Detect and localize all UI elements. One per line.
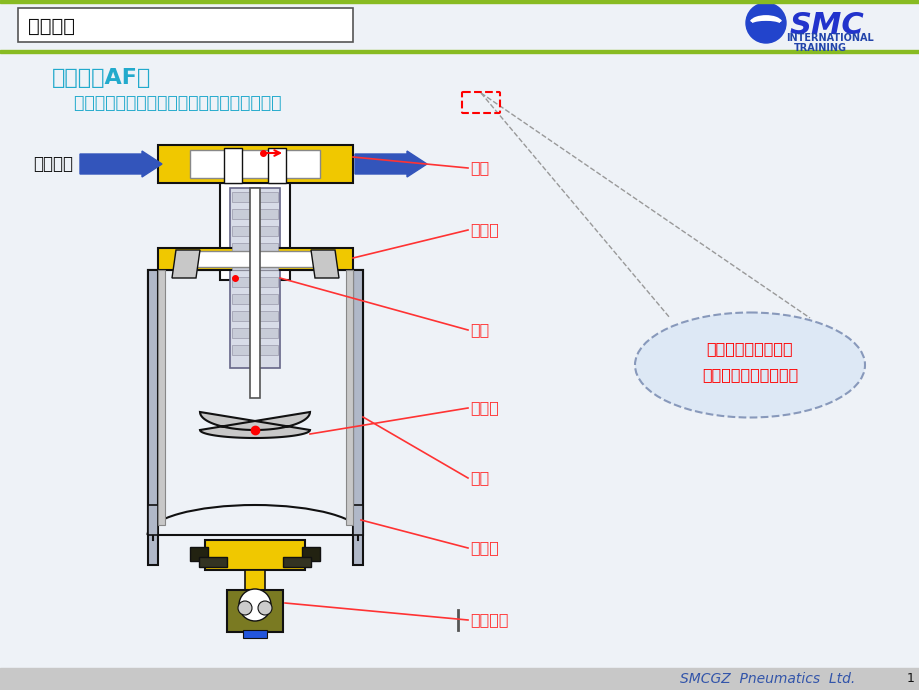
Bar	[346, 270, 353, 525]
Bar	[353, 270, 363, 565]
Text: 杯体: 杯体	[470, 471, 489, 486]
FancyArrow shape	[80, 151, 162, 177]
Bar	[267, 148, 286, 183]
Text: 保护罩: 保护罩	[470, 540, 498, 555]
Bar	[220, 183, 289, 280]
Text: SMCGZ  Pneumatics  Ltd.: SMCGZ Pneumatics Ltd.	[679, 672, 855, 686]
Text: 如：配管中的锈湣、: 如：配管中的锈湣、	[706, 342, 792, 357]
FancyArrow shape	[355, 151, 426, 177]
Bar	[190, 150, 320, 178]
Bar	[0, 50, 919, 52]
Bar	[232, 192, 278, 202]
FancyBboxPatch shape	[18, 8, 353, 42]
Bar	[232, 294, 278, 304]
Bar	[230, 188, 279, 368]
Text: TRAINING: TRAINING	[793, 43, 846, 53]
Bar	[148, 270, 363, 535]
Bar	[232, 311, 278, 321]
Bar	[158, 270, 165, 525]
Bar	[175, 251, 335, 267]
Text: 车间部份: 车间部份	[28, 17, 75, 35]
Bar	[283, 557, 311, 567]
Polygon shape	[172, 250, 199, 278]
Bar	[232, 260, 278, 270]
Text: INTERNATIONAL: INTERNATIONAL	[785, 33, 873, 43]
Text: 主体: 主体	[470, 161, 489, 175]
Polygon shape	[199, 412, 310, 438]
Text: 1: 1	[906, 673, 913, 685]
Bar	[0, 668, 919, 690]
Bar	[232, 345, 278, 355]
Bar	[232, 209, 278, 219]
Bar	[227, 590, 283, 632]
Bar	[223, 148, 242, 183]
Text: 过滤器（AF）: 过滤器（AF）	[52, 68, 151, 88]
Bar	[232, 328, 278, 338]
Bar	[244, 570, 265, 592]
Bar	[243, 630, 267, 638]
Bar	[0, 0, 919, 3]
Circle shape	[745, 3, 785, 43]
Text: 挡水板: 挡水板	[470, 400, 498, 415]
Circle shape	[257, 601, 272, 615]
Bar	[148, 270, 363, 535]
Text: 冷凝水阀: 冷凝水阀	[470, 613, 508, 627]
Bar	[190, 547, 208, 561]
Bar	[250, 188, 260, 398]
Polygon shape	[311, 250, 338, 278]
Bar	[205, 540, 305, 570]
Bar	[232, 243, 278, 253]
Bar	[148, 505, 158, 535]
Bar	[232, 226, 278, 236]
Bar	[158, 248, 353, 270]
Text: 导流板: 导流板	[470, 222, 498, 237]
Circle shape	[239, 589, 271, 621]
Bar	[158, 145, 353, 183]
Text: 流动方向: 流动方向	[33, 155, 73, 173]
Bar	[232, 277, 278, 287]
Text: 滤芯: 滤芯	[470, 322, 489, 337]
Text: SMC: SMC	[789, 10, 864, 39]
Bar	[148, 270, 158, 565]
Bar	[199, 557, 227, 567]
Bar	[353, 505, 363, 535]
Circle shape	[238, 601, 252, 615]
Text: 去除主线路过滤器后面的配管中产生的异物。: 去除主线路过滤器后面的配管中产生的异物。	[52, 94, 281, 112]
Text: 粉末、密封材料的碎屑: 粉末、密封材料的碎屑	[701, 368, 798, 382]
Ellipse shape	[634, 313, 864, 417]
Bar	[301, 547, 320, 561]
